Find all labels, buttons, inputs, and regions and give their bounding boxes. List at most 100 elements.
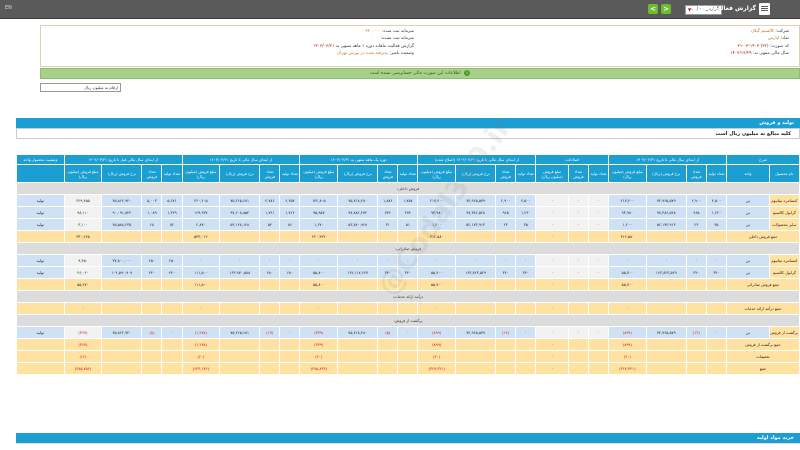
table-cell: (۸۹۹): [417, 326, 457, 339]
table-cell: (۲۰): [299, 350, 339, 363]
table-cell: [101, 338, 143, 351]
table-cell: تن: [726, 206, 770, 219]
table-cell: ۰: [219, 254, 261, 267]
language-toggle[interactable]: EN: [5, 5, 12, 11]
table-cell: ۱۶۳,۹۷۰,۵۸۸: [219, 266, 261, 279]
group-header: از ابتدای سال مالی تا تاریخ ۱۴۰۳/۰۲/۳۱ (…: [417, 154, 537, 165]
table-cell: ۱,۷۴۱: [259, 206, 281, 219]
table-row: تولید ۳,۱۰۰ ۴۵,۵۸۸,۲۳۵ ۶۸ ۸۲ ۲,۸۷۰ ۵۳,۱۴۸,۱۴۸ ۵…: [16, 218, 800, 231]
table-cell: ۳۴۰: [705, 266, 728, 279]
table-cell: [377, 362, 399, 375]
registered-capital: ۳۲۰,۰۰۰: [365, 29, 381, 34]
units-box[interactable]: ارقام به میلیون ریال: [40, 83, 121, 92]
table-row: تولید ۹۸,۱۱۰ ۹۰,۰۹۱,۸۲۴ ۱,۰۸۹ ۱,۳۲۹ ۱۶۹,۹۳۷ ۹۷…: [16, 206, 800, 219]
info-label: شرکت:: [775, 29, 789, 34]
table-cell: ۱,۶۷۰: [299, 218, 339, 231]
table-cell: ۰: [495, 254, 517, 267]
table-cell: (۳۶۷): [63, 326, 103, 339]
table-cell: ۱,۳۲۹: [161, 206, 183, 219]
table-cell: ۵۵,۷۰۰: [608, 266, 647, 279]
table-cell: ۳۴۰: [685, 266, 707, 279]
table-cell: [161, 350, 183, 363]
table-cell: [337, 338, 379, 351]
table-cell: ۵۱: [397, 218, 419, 231]
table-cell: [219, 278, 261, 291]
table-cell: ۱,۲۴۰: [515, 206, 537, 219]
table-cell: ۴۴۰: [161, 266, 183, 279]
table-cell: [567, 350, 589, 363]
column-header: تعداد فروش: [567, 164, 589, 183]
table-cell: [705, 278, 728, 291]
table-cell: [16, 230, 65, 243]
table-cell: [337, 230, 379, 243]
table-cell: [705, 338, 728, 351]
table-cell: ۳۱: [377, 218, 399, 231]
table-cell: [587, 350, 610, 363]
table-cell: ۰: [337, 254, 379, 267]
table-cell: تن: [726, 266, 770, 279]
table-row: تولید (۳۶۷) ۴۵,۸۶۲,۹۴۰ (۸) ۰ (۱,۲۷۸) ۷۵,۲۶۵,۶۸…: [16, 326, 800, 339]
table-cell: [161, 278, 183, 291]
table-cell: ۶۸۰: [259, 266, 281, 279]
table-cell: [161, 230, 183, 243]
table-cell: ۱,۲۴۰: [705, 206, 728, 219]
table-cell: [16, 362, 65, 375]
table-cell: ۰: [63, 302, 103, 315]
table-cell: ۰: [685, 254, 707, 267]
group-header: دوره یک ماهه منتهی به ۱۴۰۳/۰۳/۳۱: [299, 154, 419, 165]
table-cell: ۷۵,۷۱۸,۴۸۰: [337, 326, 379, 339]
table-cell: ۷۴,۹۶۵,۵۷۹: [455, 326, 497, 339]
table-cell: [101, 362, 143, 375]
table-cell: ۰: [535, 278, 569, 291]
table-cell: ۱۶۳,۸۲۳,۵۲۹: [645, 266, 687, 279]
column-header: تعداد تولید: [587, 164, 610, 183]
column-header: نرخ فروش (ریال): [455, 164, 497, 183]
table-cell: (۸): [141, 326, 163, 339]
table-cell: [455, 230, 497, 243]
table-cell: [16, 338, 65, 351]
table-row: تولید ۲۲۹,۴۵۵ ۴۵,۸۶۲,۹۴۰ ۵,۰۰۳ ۵,۶۷۱ ۳۶۰,۲۰۵ ۷…: [16, 194, 800, 207]
row-label: جمع فروش داخلی: [726, 230, 800, 243]
table-cell: [645, 230, 687, 243]
table-cell: ۶۸۰: [279, 266, 301, 279]
table-cell: ۰: [535, 302, 569, 315]
table-cell: [455, 362, 497, 375]
table-cell: ۹۷,۶۰۸,۸۵۴: [219, 206, 261, 219]
table-cell: [495, 338, 517, 351]
table-cell: ۳۴۰: [515, 266, 537, 279]
select-value: گزارش فعالیت: [691, 7, 719, 12]
table-cell: ۱۱۱,۵۰۰: [181, 266, 221, 279]
report-type-select[interactable]: ▼ گزارش فعالیت: [685, 5, 722, 15]
table-cell: [161, 338, 183, 351]
table-cell: ۵۵,۷۰۰: [608, 278, 647, 291]
table-cell: [567, 362, 589, 375]
table-cell: [685, 338, 707, 351]
table-cell: ۲,۹۰۰: [685, 194, 707, 207]
table-cell: ۶,۲۵۷: [279, 194, 301, 207]
table-row: تولید ۴۶,۰۲۰ ۱۰۴,۵۹۰,۹۰۹ ۴۴۰ ۴۴۰ ۱۱۱,۵۰۰ ۱۶۳,۹…: [16, 266, 800, 279]
table-cell: [161, 302, 183, 315]
next-button[interactable]: >: [661, 4, 671, 14]
table-cell: (۳۶۷,۳۴۱): [608, 362, 647, 375]
table-cell: [219, 338, 261, 351]
table-cell: [705, 230, 728, 243]
table-cell: ۲۲۰,۴۳۲: [299, 230, 339, 243]
prev-button[interactable]: <: [648, 4, 658, 14]
table-cell: ۷۴,۹۶۵,۵۷۹: [645, 194, 687, 207]
table-cell: [397, 350, 419, 363]
group-header: از ابتدای سال مالی قبل تا تاریخ ۱۴۰۲/۰۳/…: [63, 154, 183, 165]
table-cell: [645, 302, 687, 315]
table-cell: ۰: [705, 254, 728, 267]
table-cell: تن: [726, 194, 770, 207]
table-cell: ۵۵,۷۰۰: [417, 278, 457, 291]
table-cell: [685, 350, 707, 363]
table-cell: (۳۷۹): [299, 338, 339, 351]
table-row: ۰ ۰ ۰ ۰ ۰ ۰ جمع درآمد ارائه خدمات: [16, 302, 800, 315]
table-cell: ۱۴۲,۸۰۵: [299, 194, 339, 207]
info-label: سال مالی منتهی به:: [752, 51, 789, 57]
table-cell: ۳۱۲,۵۸۰: [608, 230, 647, 243]
company-name: کالسیم گیلان: [750, 29, 774, 34]
table-cell: ۰: [587, 266, 610, 279]
table-cell: [279, 350, 301, 363]
column-header: تعداد فروش: [685, 164, 707, 183]
